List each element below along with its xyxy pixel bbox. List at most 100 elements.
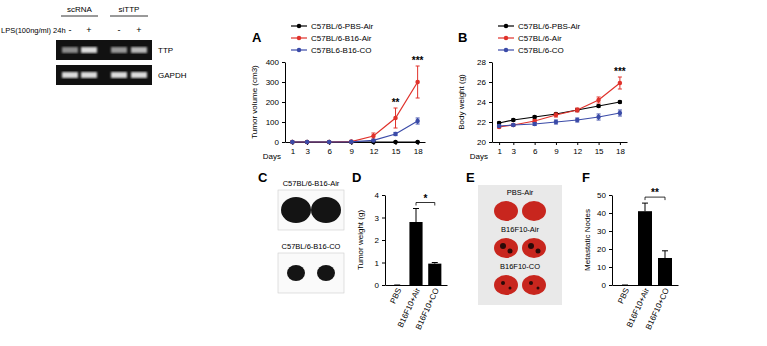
tick-mark bbox=[382, 240, 385, 241]
tick: 6 bbox=[533, 142, 538, 156]
lung-image bbox=[522, 275, 546, 295]
tick-label: 0 bbox=[275, 138, 280, 147]
marker bbox=[532, 115, 537, 120]
tick: B16F10+CO bbox=[414, 287, 441, 331]
legend-item: C57BL/6-PBS-Air bbox=[498, 22, 581, 31]
tick-label: B16F10+CO bbox=[414, 287, 441, 331]
background bbox=[0, 0, 767, 346]
chart: 13691215182022242628Body weight (g)Days*… bbox=[457, 58, 628, 161]
photo-label: B16F10-CO bbox=[500, 262, 540, 271]
lung-image bbox=[522, 238, 546, 258]
legend-marker bbox=[297, 24, 302, 29]
tick-label: 3 bbox=[512, 147, 517, 156]
error-bar bbox=[394, 132, 398, 135]
marker bbox=[305, 140, 310, 145]
error-bar bbox=[416, 118, 420, 124]
tick-label: 3 bbox=[305, 147, 310, 156]
tumor-image bbox=[317, 265, 335, 281]
axis-xticks: 1369121518 bbox=[493, 142, 628, 156]
tick-label: 9 bbox=[554, 147, 559, 156]
error-bar bbox=[618, 77, 622, 89]
tick-mark bbox=[620, 142, 621, 145]
y-axis-title: Tumor weight (g) bbox=[356, 210, 365, 271]
tick: 400 bbox=[266, 58, 285, 67]
tick-label: 40 bbox=[597, 209, 606, 218]
marker bbox=[618, 81, 623, 86]
tick-mark bbox=[609, 249, 612, 250]
tick-label: 1 bbox=[375, 259, 380, 268]
axis-x: PBSB16F10+AirB16F10+CO bbox=[613, 286, 679, 331]
tick-mark bbox=[556, 142, 557, 145]
lung-nodule bbox=[500, 243, 506, 249]
tick: 30 bbox=[597, 227, 612, 236]
photo-label: PBS-Air bbox=[507, 188, 534, 197]
marker bbox=[290, 140, 295, 145]
photo-label: C57BL/6-B16-CO bbox=[282, 242, 341, 251]
legend-label: C57BL/6-PBS-Air bbox=[518, 22, 581, 31]
tick-mark bbox=[382, 285, 385, 286]
marker bbox=[596, 104, 601, 109]
tick-label: 9 bbox=[350, 147, 355, 156]
panel-label: E bbox=[466, 170, 475, 185]
tick-mark bbox=[282, 62, 285, 63]
tick-mark bbox=[489, 102, 492, 103]
marker bbox=[327, 140, 332, 145]
tick: 22 bbox=[477, 118, 492, 127]
lung-nodule bbox=[501, 281, 505, 285]
tick-mark bbox=[513, 142, 514, 145]
tick: 15 bbox=[595, 142, 604, 156]
plot-area bbox=[290, 66, 420, 144]
gel-panel: scRNAsiTTPLPS(100ng/ml) 24h-+-+TTPGAPDH bbox=[1, 5, 187, 85]
marker bbox=[305, 140, 310, 145]
marker bbox=[575, 108, 580, 113]
axis-line bbox=[285, 63, 286, 143]
gel-image bbox=[56, 40, 152, 60]
series-line bbox=[292, 121, 417, 142]
marker bbox=[575, 108, 580, 113]
tick-mark bbox=[382, 218, 385, 219]
tick-label: B16F10+CO bbox=[644, 287, 671, 331]
tick: 100 bbox=[266, 118, 285, 127]
marker bbox=[393, 140, 398, 145]
error-bar bbox=[533, 123, 537, 126]
tick-label: 3 bbox=[375, 214, 380, 223]
photo-label: B16F10-Air bbox=[501, 225, 539, 234]
marker bbox=[618, 100, 623, 105]
error-bar bbox=[618, 110, 622, 116]
axis-line bbox=[612, 196, 613, 286]
legend-label: C57BL/6-Air bbox=[518, 34, 562, 43]
bar bbox=[618, 285, 632, 286]
tick-mark bbox=[489, 82, 492, 83]
lung-image bbox=[494, 201, 518, 221]
axis-line bbox=[613, 285, 679, 286]
gel-sign: + bbox=[86, 25, 91, 35]
tick-mark bbox=[609, 213, 612, 214]
tick: 28 bbox=[477, 58, 492, 67]
tick-mark bbox=[382, 195, 385, 196]
error-bar bbox=[597, 97, 601, 103]
gel-sign: - bbox=[69, 25, 72, 35]
axis-line bbox=[493, 142, 628, 143]
gel-row-label: GAPDH bbox=[158, 71, 187, 80]
tick-label: 400 bbox=[266, 58, 280, 67]
tick: 10 bbox=[597, 263, 612, 272]
annotation: * bbox=[423, 193, 427, 204]
legend-marker bbox=[297, 48, 302, 53]
tumor-image bbox=[311, 197, 341, 223]
tick-mark bbox=[609, 285, 612, 286]
tick-label: 6 bbox=[327, 147, 332, 156]
marker bbox=[554, 113, 559, 118]
plot-area bbox=[497, 77, 622, 129]
error-bar bbox=[554, 113, 558, 117]
gel-condition: LPS(100ng/ml) 24h bbox=[1, 26, 66, 35]
header-rule bbox=[110, 16, 148, 17]
gel-sign: + bbox=[136, 25, 141, 35]
tick-label: 18 bbox=[616, 147, 625, 156]
error-bar bbox=[597, 114, 601, 120]
error-bar bbox=[554, 120, 558, 124]
photo-label: C57BL/6-B16-Air bbox=[283, 179, 340, 188]
tick: 26 bbox=[477, 78, 492, 87]
tick-mark bbox=[599, 142, 600, 145]
plot-area bbox=[394, 209, 441, 286]
x-axis-title: Days bbox=[263, 152, 281, 161]
